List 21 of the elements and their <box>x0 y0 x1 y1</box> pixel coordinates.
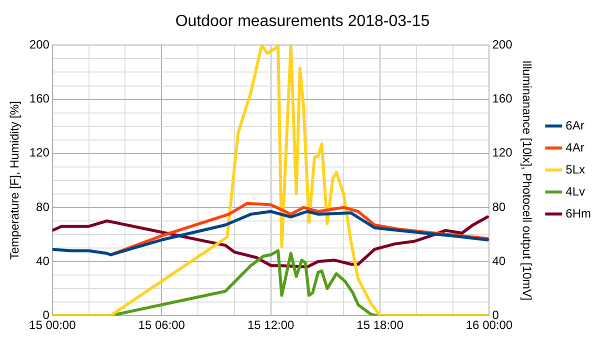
y-tick-label: 200 <box>29 38 50 52</box>
y-tick-label: 120 <box>29 146 50 160</box>
chart-title: Outdoor measurements 2018-03-15 <box>175 13 430 30</box>
y2-tick-label: 160 <box>492 92 513 106</box>
legend-label: 4Lv <box>566 184 586 198</box>
y-tick-label: 40 <box>36 254 50 268</box>
legend-label: 4Ar <box>566 140 584 154</box>
y2-tick-label: 120 <box>492 146 513 160</box>
y-axis-title: Temperature [F], Humidity [%] <box>8 101 22 260</box>
legend-label: 6Ar <box>566 118 584 132</box>
y2-tick-label: 40 <box>492 254 506 268</box>
legend-label: 6Hm <box>566 206 592 220</box>
y-tick-label: 160 <box>29 92 50 106</box>
y2-tick-label: 200 <box>492 38 513 52</box>
y-tick-label: 80 <box>36 200 50 214</box>
x-tick-label: 15 12:00 <box>247 318 295 332</box>
x-tick-label: 15 18:00 <box>356 318 404 332</box>
y2-axis-title: Illuminanance [10lx], Photocell output [10mV] <box>520 60 534 300</box>
legend-label: 5Lx <box>566 162 586 176</box>
x-tick-label: 15 06:00 <box>138 318 186 332</box>
y2-tick-label: 80 <box>492 200 506 214</box>
